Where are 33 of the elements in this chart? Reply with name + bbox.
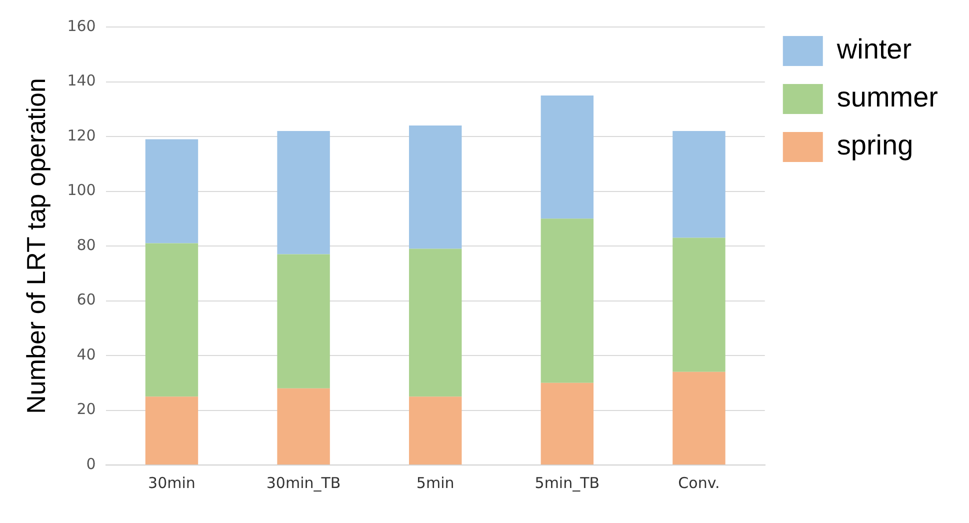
bar [145,139,198,244]
bar [277,254,330,388]
bar [672,238,726,372]
bar [277,131,330,254]
bar [540,218,594,383]
y-tick-label: 40 [76,345,96,364]
x-tick-label: Conv. [678,474,720,492]
y-tick-label: 20 [76,400,96,418]
bar [540,382,594,464]
x-tick-label: 30min_TB [266,474,341,492]
y-tick-label: 120 [67,126,96,144]
y-tick-label: 60 [76,290,96,309]
y-axis-title: Number of LRT tap operation [20,78,51,414]
bar [145,243,198,397]
y-tick-label: 0 [86,454,96,473]
bar [408,396,462,464]
y-tick-label: 100 [67,181,96,200]
bar [540,95,594,219]
legend-label: spring [836,130,914,161]
bar [408,248,462,397]
bar [672,131,726,238]
x-tick-label: 5min [416,474,454,492]
legend-label: winter [836,34,912,65]
bar [408,126,462,249]
bar [672,372,726,464]
y-tick-label: 160 [67,16,96,35]
bar [277,388,330,464]
legend-label: summer [836,82,938,113]
y-tick-label: 80 [76,236,96,254]
y-tick-label: 140 [67,72,96,90]
x-tick-label: 5min_TB [534,474,600,492]
x-tick-label: 30min [148,474,196,492]
bar [145,396,198,464]
